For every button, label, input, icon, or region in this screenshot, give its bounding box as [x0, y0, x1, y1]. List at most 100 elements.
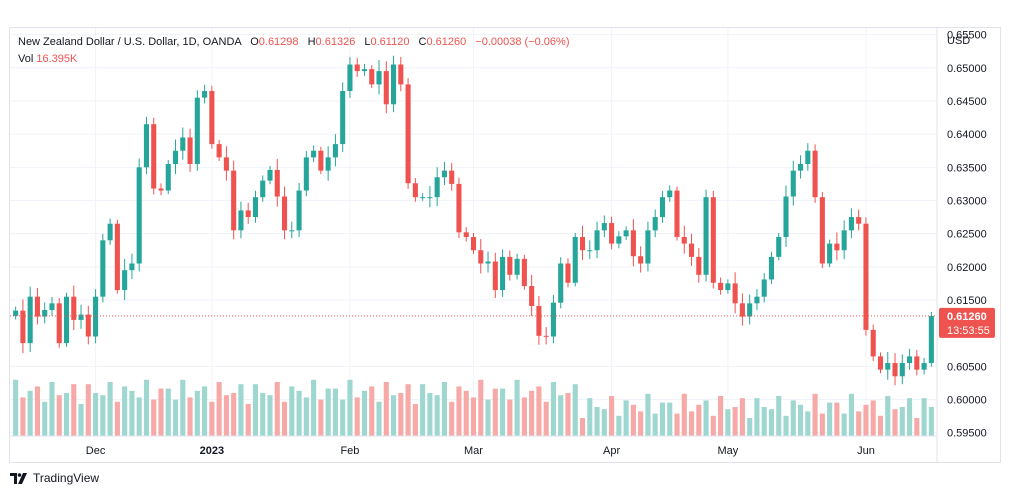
volume-bar [521, 397, 527, 436]
volume-bar [405, 384, 411, 436]
volume-bar [78, 404, 84, 436]
volume-bar [27, 390, 33, 436]
y-tick-label: 0.65000 [947, 63, 987, 75]
candle-body [870, 329, 876, 357]
tradingview-brand[interactable]: TradingView [10, 471, 99, 485]
close-label: C [418, 36, 427, 48]
candle-body [165, 164, 171, 191]
volume-bar [267, 395, 273, 436]
candle-body [718, 282, 724, 291]
candle-body [143, 124, 149, 168]
candle-body [790, 170, 796, 197]
candle-body [85, 314, 91, 337]
symbol-legend: New Zealand Dollar / U.S. Dollar, 1D, OA… [18, 36, 569, 48]
candle-body [238, 210, 244, 231]
candle-body [405, 84, 411, 184]
volume-bar [645, 393, 651, 436]
candle-body [783, 196, 789, 237]
volume-bar [369, 386, 375, 436]
volume-bar [848, 393, 854, 436]
volume-bar [107, 382, 113, 436]
candle-body [877, 356, 884, 370]
volume-bar [136, 397, 142, 436]
candle-body [805, 150, 811, 164]
volume-bar [100, 395, 106, 436]
volume-bar [238, 384, 244, 436]
low-label: L [364, 36, 371, 48]
volume-bar [579, 418, 586, 436]
volume-bar [652, 413, 658, 436]
volume-bar [725, 409, 731, 436]
volume-bar [332, 388, 338, 436]
volume-bar [529, 390, 535, 436]
volume-bar [747, 418, 753, 436]
volume-bar [688, 411, 695, 436]
volume-bar [805, 411, 811, 436]
volume-bar [899, 407, 905, 436]
y-tick-label: 0.63000 [947, 195, 987, 207]
candle-body [907, 356, 913, 364]
brand-name: TradingView [33, 471, 100, 485]
candle-body [434, 177, 440, 198]
candle-body [558, 263, 564, 303]
y-tick-label: 0.61500 [947, 295, 987, 307]
volume-bar [667, 402, 673, 436]
volume-bar [376, 401, 382, 436]
volume-bar [311, 379, 317, 436]
volume-bar [543, 401, 549, 436]
candle-body [776, 236, 782, 257]
candle-body [470, 236, 477, 251]
candle-body [681, 236, 687, 244]
volume-bar [151, 399, 157, 436]
volume-bar [49, 382, 55, 436]
volume-bar [907, 398, 913, 436]
volume-bar [347, 379, 353, 436]
volume-bar [354, 397, 360, 436]
candle-body [289, 230, 295, 232]
candle-body [100, 240, 106, 297]
volume-bar [478, 379, 484, 436]
volume-bar [485, 399, 491, 436]
y-tick-label: 0.62500 [947, 229, 987, 241]
candle-body [885, 363, 891, 370]
volume-bar [659, 402, 666, 436]
candle-body [485, 261, 491, 264]
candle-body [521, 258, 527, 287]
volume-bar [231, 393, 237, 436]
volume-bar [863, 404, 869, 436]
candle-body [56, 303, 62, 344]
candle-body [623, 230, 629, 237]
candle-body [274, 169, 280, 197]
candle-body [361, 69, 368, 72]
volume-bar [718, 396, 724, 436]
candle-body [20, 310, 26, 344]
candle-body [34, 296, 40, 317]
candle-body [514, 258, 520, 275]
volume-bar [391, 395, 397, 436]
candle-body [318, 150, 324, 171]
candle-body [93, 296, 99, 337]
volume-bar [870, 400, 876, 436]
volume-bar [71, 384, 77, 436]
candle-body [420, 197, 426, 199]
y-tick-label: 0.60500 [947, 361, 987, 373]
volume-bar [819, 413, 825, 436]
volume-bar [536, 386, 542, 436]
volume-bar [558, 395, 564, 436]
y-tick-label: 0.60000 [947, 395, 987, 407]
volume-bar [129, 390, 135, 436]
candle-body [412, 183, 418, 198]
volume-bar [223, 395, 229, 436]
y-tick-label: 0.64500 [947, 96, 987, 108]
volume-bar [623, 400, 629, 436]
candle-body [332, 144, 338, 158]
volume-bar [463, 390, 469, 436]
candle-body [674, 190, 680, 237]
candle-body [594, 230, 600, 251]
volume-bar [340, 399, 346, 436]
volume-bar [783, 415, 789, 436]
volume-bar [114, 401, 120, 436]
volume-bar [187, 397, 193, 436]
volume-bar [398, 393, 404, 436]
